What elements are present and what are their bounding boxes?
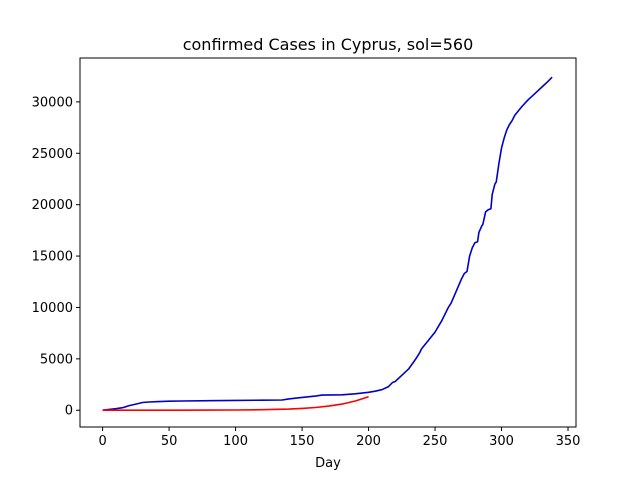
y-tick-label: 0	[65, 404, 73, 419]
y-tick-label: 5000	[40, 352, 73, 367]
x-axis-label: Day	[315, 456, 341, 471]
x-tick-label: 100	[223, 434, 248, 449]
x-tick-label: 250	[423, 434, 448, 449]
x-tick-label: 50	[161, 434, 178, 449]
y-tick-label: 10000	[32, 301, 73, 316]
y-tick-label: 20000	[32, 198, 73, 213]
plot-area	[102, 76, 553, 412]
x-axis-ticks: 0 50 100 150 200 250 300 350	[98, 427, 580, 449]
plot-frame	[79, 57, 577, 428]
y-tick-label: 25000	[32, 147, 73, 162]
y-tick-label: 30000	[32, 95, 73, 110]
y-axis-ticks: 0 5000 10000 15000 20000 25000 30000	[32, 95, 80, 419]
series-line-1	[102, 395, 369, 412]
x-tick-label: 300	[489, 434, 514, 449]
x-tick-label: 150	[290, 434, 315, 449]
x-tick-label: 350	[556, 434, 581, 449]
y-tick-label: 15000	[32, 250, 73, 265]
x-tick-label: 0	[98, 434, 106, 449]
x-tick-label: 200	[356, 434, 381, 449]
chart-title: confirmed Cases in Cyprus, sol=560	[183, 35, 474, 54]
series-line-0	[102, 76, 553, 411]
